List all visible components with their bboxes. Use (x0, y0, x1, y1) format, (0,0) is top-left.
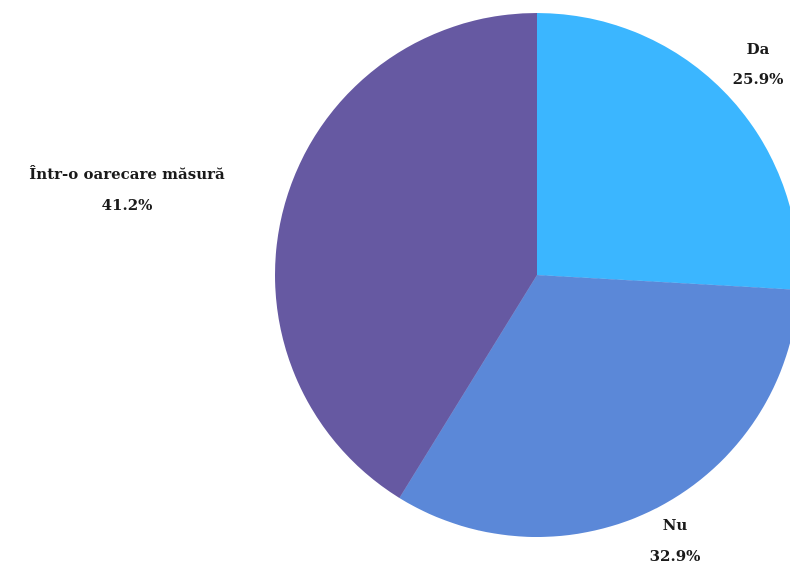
slice-value-nu: 32.9% (650, 547, 701, 565)
slice-value-intr-o-oarecare-masura: 41.2% (102, 196, 153, 214)
pie-slice-intr-o-oarecare-masura (274, 13, 537, 498)
pie-slice-nu (399, 275, 790, 538)
slice-label-nu: Nu (663, 516, 688, 534)
pie-slices (274, 13, 790, 538)
slice-label-intr-o-oarecare-masura: Într-o oarecare măsură (29, 165, 225, 183)
slice-value-da: 25.9% (733, 70, 784, 88)
pie-slice-da (537, 13, 790, 290)
slice-label-da: Da (747, 40, 770, 58)
